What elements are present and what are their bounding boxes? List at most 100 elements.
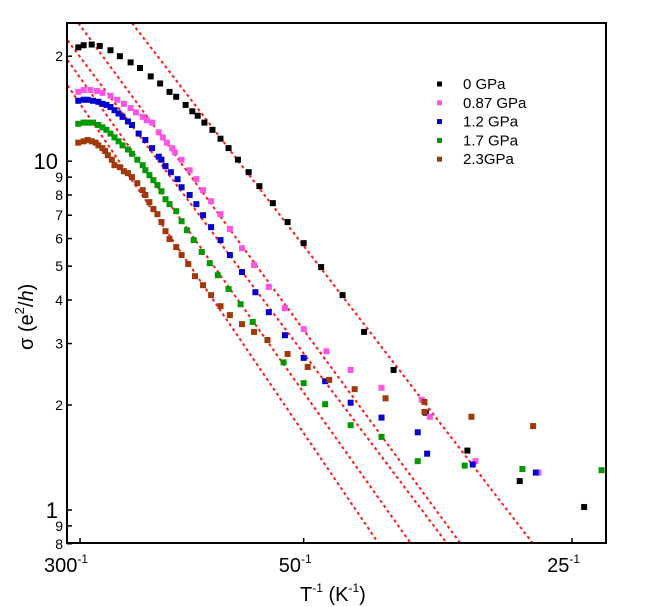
- data-point: [300, 354, 307, 361]
- data-point: [154, 211, 161, 218]
- data-point: [472, 458, 479, 465]
- data-point: [318, 264, 325, 271]
- y-label-sup: 2: [12, 307, 27, 314]
- y-tick-label: 1: [46, 498, 58, 523]
- data-point: [464, 447, 471, 454]
- data-point: [265, 283, 272, 290]
- data-point: [284, 350, 291, 357]
- data-point: [238, 269, 245, 276]
- data-point: [128, 150, 135, 157]
- data-point: [75, 88, 82, 95]
- legend-marker: [437, 119, 442, 125]
- data-point: [226, 252, 233, 259]
- data-point: [424, 450, 431, 457]
- data-point: [103, 126, 110, 133]
- y-label-h: h: [16, 290, 38, 301]
- data-point: [157, 80, 164, 87]
- data-point: [127, 105, 134, 112]
- y-label-slash: /: [16, 301, 38, 307]
- series-4: [75, 137, 537, 430]
- data-point: [532, 469, 539, 476]
- data-point: [142, 137, 149, 144]
- data-point: [90, 97, 97, 104]
- data-point: [245, 169, 252, 176]
- data-point: [339, 292, 346, 299]
- data-point: [139, 162, 146, 169]
- data-point: [173, 93, 180, 100]
- legend-item: 0 GPa: [437, 76, 506, 93]
- x-label-unit: (K: [323, 584, 349, 606]
- data-point: [166, 201, 173, 208]
- data-point: [226, 226, 233, 233]
- data-point: [96, 42, 103, 49]
- data-point: [347, 366, 354, 373]
- data-point: [300, 326, 307, 333]
- data-point: [186, 167, 193, 174]
- y-tick-label: 9: [55, 518, 63, 534]
- data-point: [185, 261, 192, 268]
- x-tick-label: 25-1: [547, 552, 580, 577]
- legend-item: 0.87 GPa: [437, 95, 527, 112]
- data-point: [116, 164, 123, 171]
- data-point: [75, 44, 82, 51]
- data-point: [114, 96, 121, 103]
- data-point: [111, 134, 118, 141]
- data-point: [414, 458, 421, 465]
- legend-marker: [437, 100, 442, 106]
- x-label-unit-sup: -1: [348, 581, 359, 595]
- data-point: [189, 108, 196, 115]
- y-tick-label: 2: [55, 48, 63, 64]
- data-point: [162, 228, 169, 235]
- data-point: [300, 380, 307, 387]
- legend-marker: [437, 137, 442, 143]
- data-point: [198, 249, 205, 256]
- data-point: [183, 227, 190, 234]
- data-point: [134, 180, 141, 187]
- data-point: [88, 41, 95, 48]
- fit-line-4: [67, 84, 380, 543]
- plot-frame: [66, 22, 607, 544]
- data-point: [519, 466, 526, 473]
- data-point: [264, 337, 271, 344]
- data-point: [142, 191, 149, 198]
- data-point: [174, 176, 181, 183]
- data-point: [323, 348, 330, 355]
- data-point: [322, 378, 329, 385]
- data-point: [598, 467, 605, 474]
- series-2: [75, 96, 539, 476]
- legend-item: 1.2 GPa: [437, 114, 519, 131]
- legend-label: 0.87 GPa: [463, 95, 527, 112]
- x-axis: 300-1 50-1 25-1: [44, 538, 580, 577]
- series-3: [75, 119, 605, 474]
- data-point: [147, 73, 154, 80]
- data-point: [134, 156, 141, 163]
- data-point: [378, 433, 385, 440]
- data-point: [146, 172, 153, 179]
- legend-label: 2.3GPa: [463, 151, 515, 168]
- data-point: [94, 87, 101, 94]
- data-point: [382, 395, 389, 402]
- data-point: [414, 429, 421, 436]
- data-point: [166, 88, 173, 95]
- data-point: [108, 156, 115, 163]
- y-tick-label: 6: [55, 231, 63, 247]
- data-point: [124, 118, 131, 125]
- data-point: [304, 363, 311, 370]
- data-point: [178, 156, 185, 163]
- data-point: [139, 113, 146, 120]
- y-tick-label: 4: [55, 292, 63, 308]
- fit-line-1: [77, 23, 462, 543]
- data-point: [162, 163, 169, 170]
- data-point: [115, 138, 122, 145]
- x-tick-exp: -1: [77, 552, 88, 566]
- data-point: [169, 145, 176, 152]
- data-point: [281, 305, 288, 312]
- data-point: [217, 237, 224, 244]
- data-point: [182, 101, 189, 108]
- y-tick-label: 9: [55, 169, 63, 185]
- data-point: [90, 119, 97, 126]
- data-point: [284, 219, 291, 226]
- legend-item: 2.3GPa: [437, 151, 515, 168]
- y-tick-label: 7: [55, 207, 63, 223]
